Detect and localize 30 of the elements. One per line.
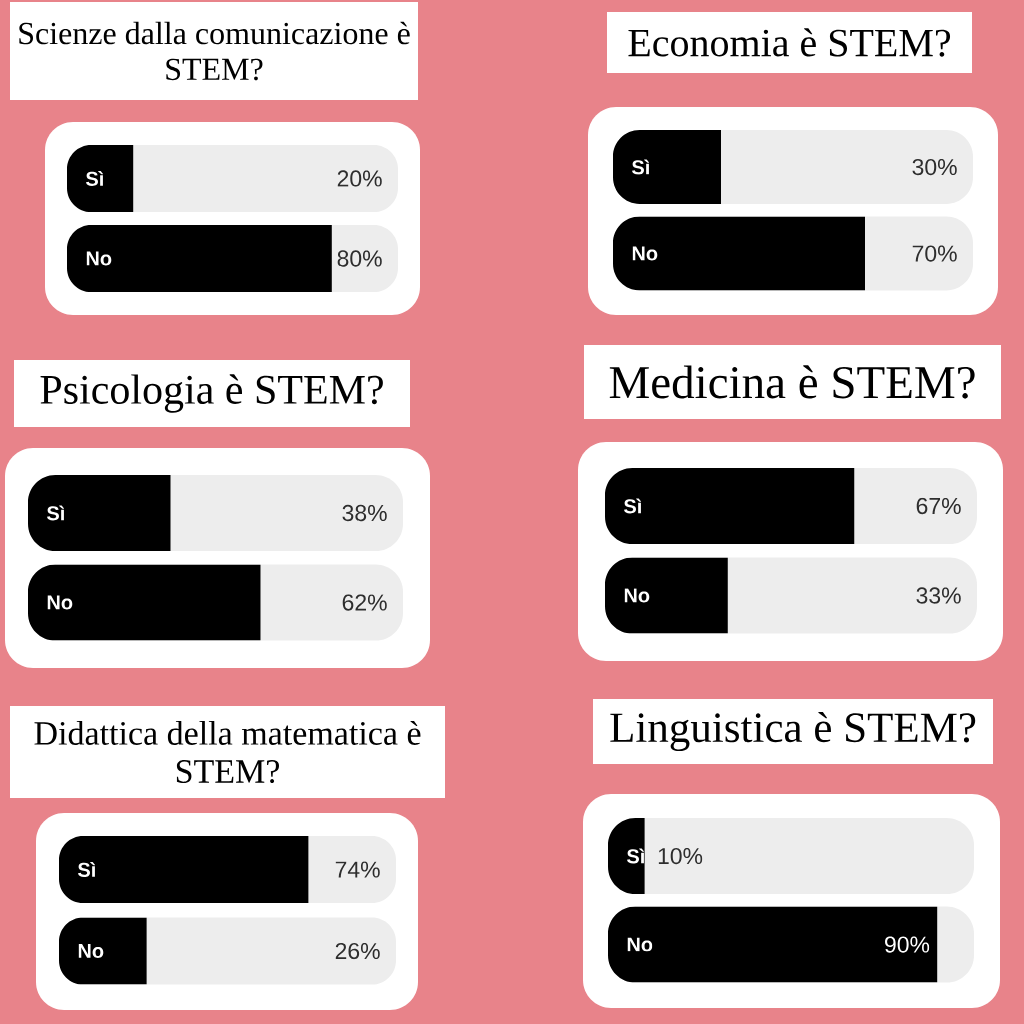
y-tick-label: No bbox=[632, 246, 658, 261]
y-tick-label: No bbox=[47, 595, 73, 610]
chart-title: Economia è STEM? bbox=[628, 28, 951, 57]
chart-title: Linguistica è STEM? bbox=[610, 711, 976, 752]
data-label: 70% bbox=[912, 245, 957, 262]
y-tick-label: No bbox=[78, 944, 104, 958]
data-label: 38% bbox=[342, 504, 387, 522]
y-tick-label: Sì bbox=[46, 505, 65, 521]
data-label: 90% bbox=[885, 936, 930, 953]
chart-title: Scienze dalla comunicazione è STEM? bbox=[19, 21, 410, 81]
y-tick-label: No bbox=[627, 937, 653, 952]
data-label: 67% bbox=[916, 497, 961, 515]
data-label: 62% bbox=[342, 594, 387, 611]
data-label: 20% bbox=[337, 170, 382, 187]
data-label: 74% bbox=[335, 861, 380, 878]
data-label: 33% bbox=[916, 587, 961, 604]
data-label: 10% bbox=[658, 847, 703, 865]
chart-title: Medicina è STEM? bbox=[609, 365, 975, 399]
y-tick-label: Sì bbox=[631, 159, 650, 175]
y-tick-label: Sì bbox=[85, 171, 104, 186]
chart-title: Psicologia è STEM? bbox=[40, 374, 383, 413]
chart-title: Didattica della matematica è STEM? bbox=[34, 720, 421, 784]
y-tick-label: Sì bbox=[623, 498, 642, 514]
data-label: 80% bbox=[337, 250, 382, 267]
y-tick-label: No bbox=[86, 251, 112, 266]
y-tick-label: Sì bbox=[626, 848, 645, 864]
data-label: 26% bbox=[335, 942, 380, 960]
y-tick-label: No bbox=[624, 588, 650, 603]
y-tick-label: Sì bbox=[77, 862, 96, 877]
data-label: 30% bbox=[912, 158, 957, 176]
